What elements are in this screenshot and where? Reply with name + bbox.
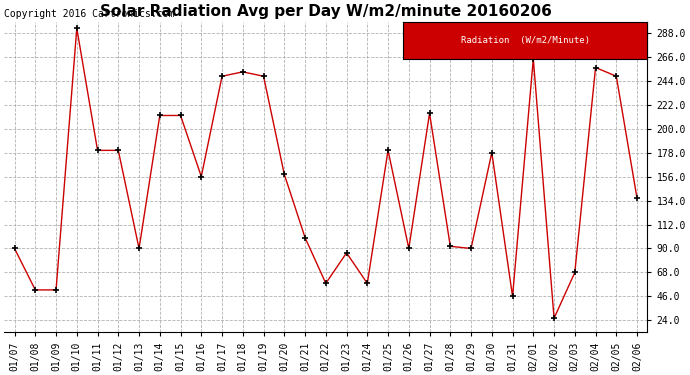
Title: Solar Radiation Avg per Day W/m2/minute 20160206: Solar Radiation Avg per Day W/m2/minute … [100,4,552,19]
Text: Copyright 2016 Cartronics.com: Copyright 2016 Cartronics.com [4,9,175,19]
